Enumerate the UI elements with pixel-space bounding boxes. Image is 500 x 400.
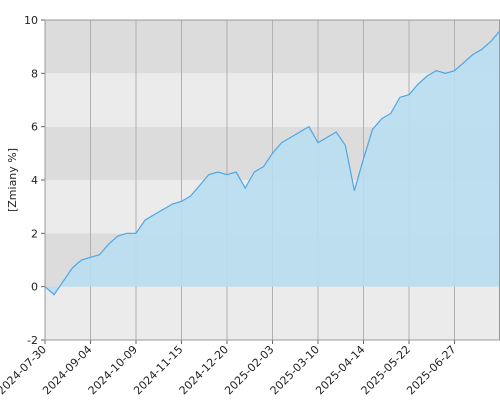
line bbox=[44, 30, 500, 296]
y-tick-label: -2 bbox=[27, 334, 38, 347]
y-tick-label: 4 bbox=[31, 174, 38, 187]
y-axis-label: [Zmiany %] bbox=[6, 148, 19, 212]
y-tick-label: 8 bbox=[31, 67, 38, 80]
y-tick-label: 10 bbox=[24, 14, 38, 27]
y-tick-label: 2 bbox=[31, 227, 38, 240]
y-tick-label: 6 bbox=[31, 121, 38, 134]
x-tick-label: 2025-06-27 bbox=[404, 343, 458, 397]
y-tick-label: 0 bbox=[31, 281, 38, 294]
area bbox=[45, 30, 500, 295]
